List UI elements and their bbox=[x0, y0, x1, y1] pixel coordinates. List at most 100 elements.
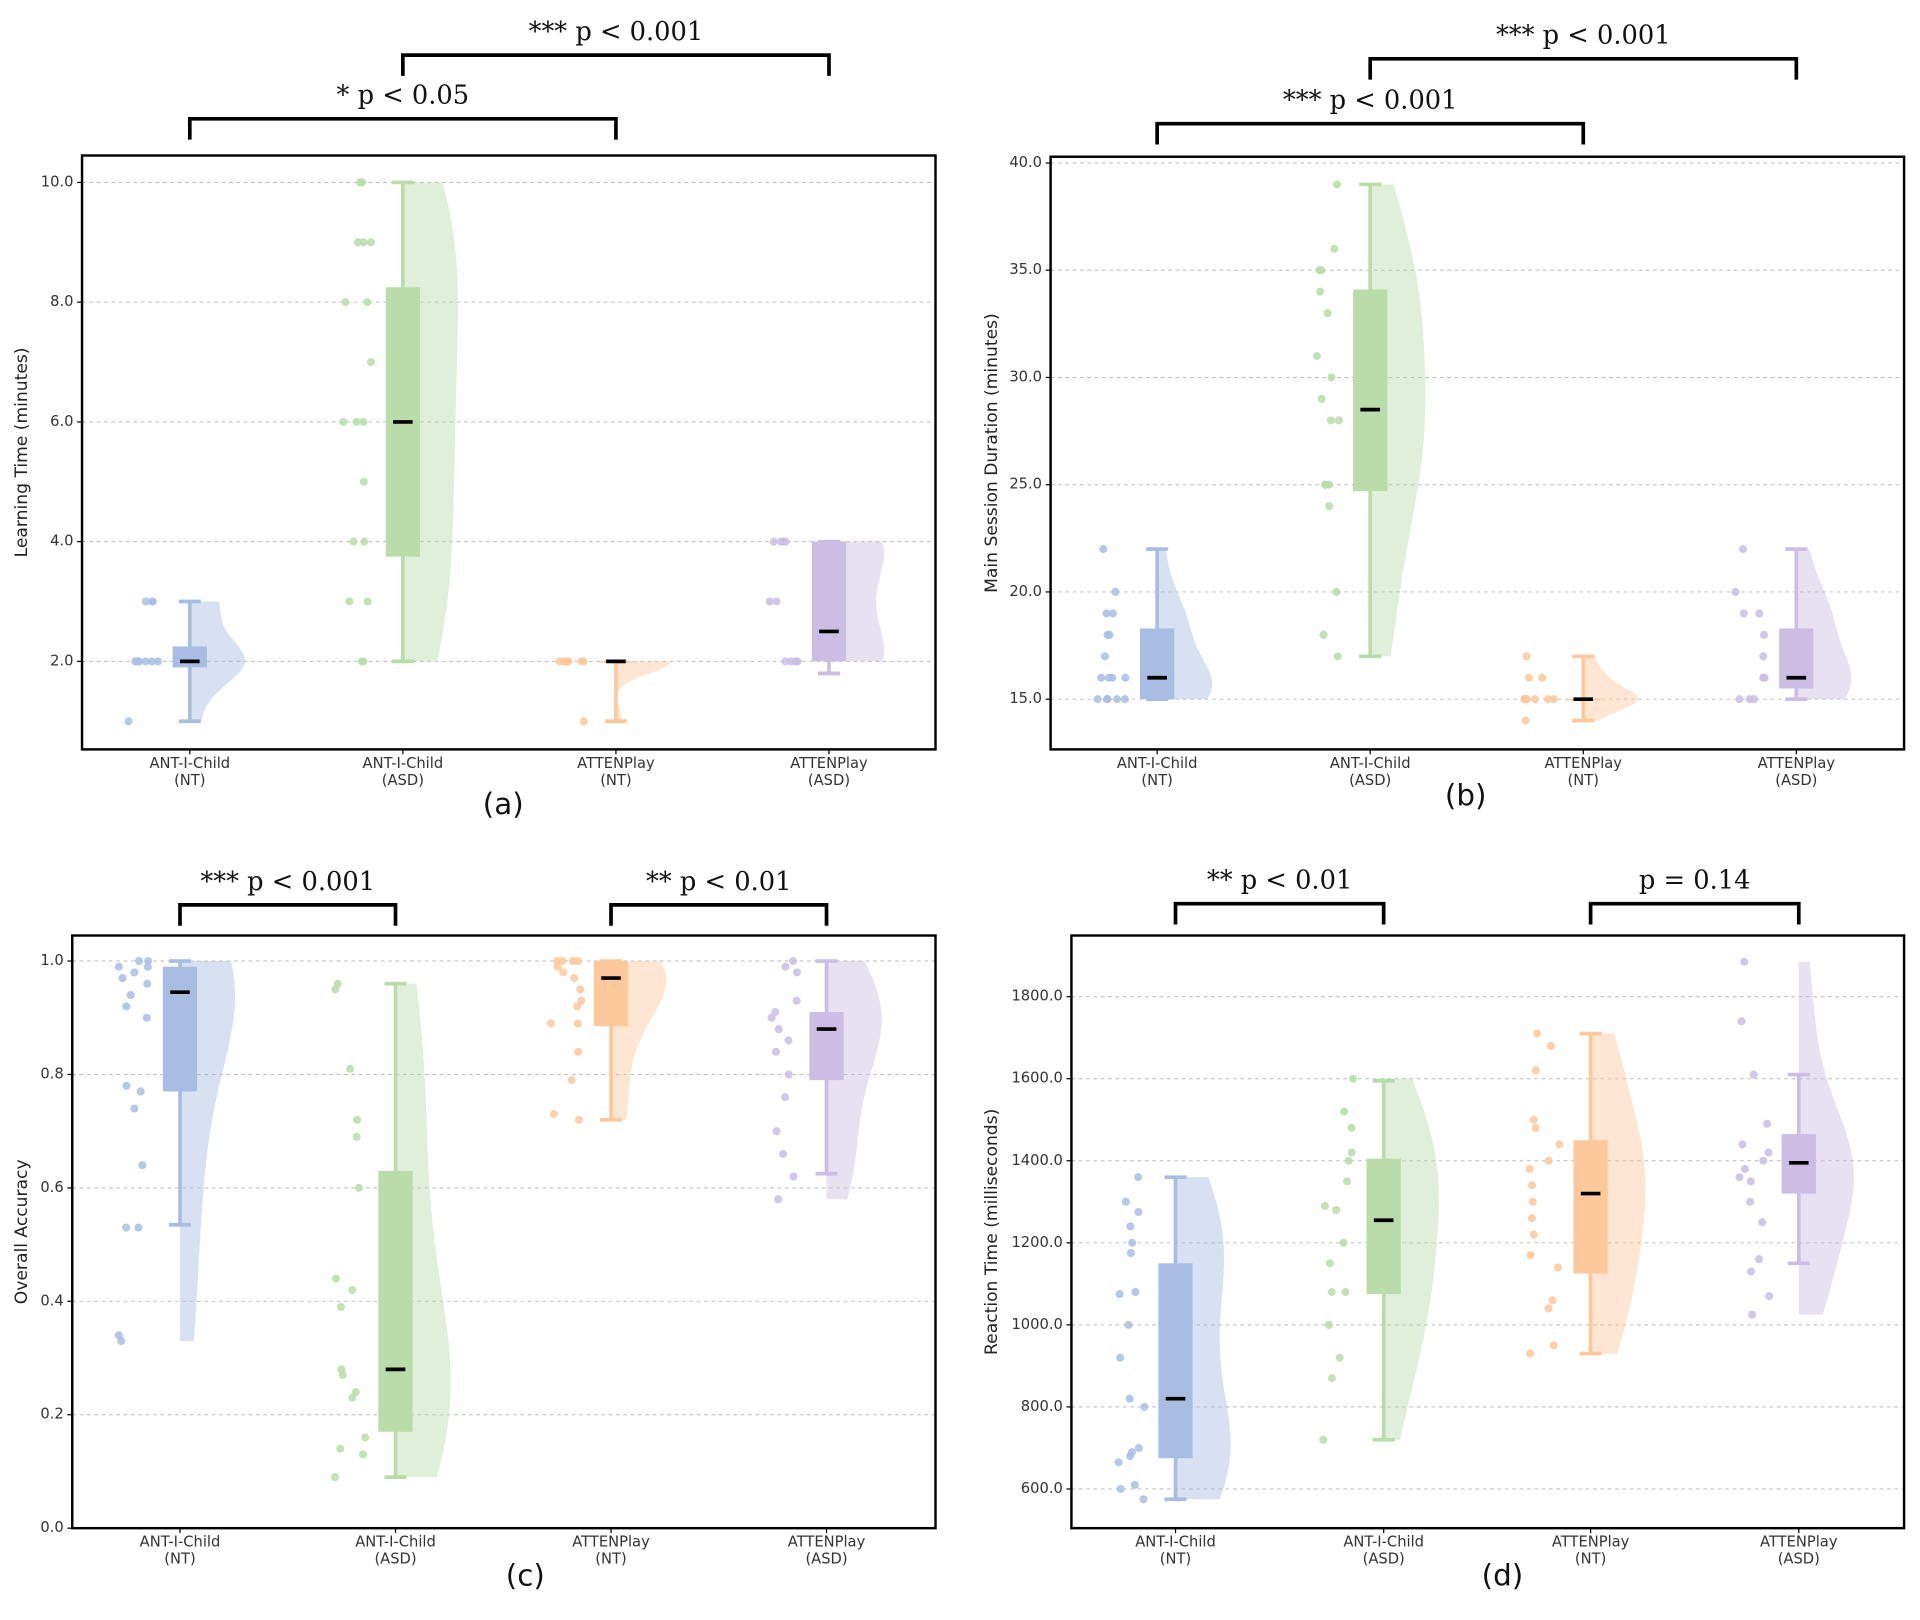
box bbox=[1573, 1140, 1608, 1274]
data-point bbox=[1324, 1320, 1333, 1329]
data-point bbox=[1327, 373, 1336, 382]
x-tick-label-line: ANT-I-Child bbox=[1117, 755, 1198, 772]
significance-label: * p < 0.05 bbox=[337, 81, 470, 111]
y-axis-label: Reaction Time (milliseconds) bbox=[982, 1109, 1002, 1355]
data-point bbox=[567, 1076, 576, 1085]
data-point bbox=[575, 1115, 584, 1124]
data-point bbox=[1531, 1066, 1540, 1075]
data-point bbox=[349, 537, 358, 546]
y-tick-label: 600.0 bbox=[1021, 1480, 1063, 1497]
data-point bbox=[118, 974, 127, 983]
data-point bbox=[351, 1388, 360, 1397]
data-point bbox=[336, 1302, 345, 1312]
data-point bbox=[359, 417, 368, 426]
data-point bbox=[579, 717, 588, 726]
data-point bbox=[126, 991, 135, 1000]
data-point bbox=[122, 1081, 131, 1090]
x-tick-label-line: (ASD) bbox=[1775, 772, 1817, 789]
data-point bbox=[1097, 673, 1106, 682]
plot-frame bbox=[1070, 934, 1906, 1530]
x-tick-label-line: (NT) bbox=[174, 772, 205, 789]
data-point bbox=[153, 657, 162, 666]
data-point bbox=[573, 1019, 582, 1028]
x-tick-label-line: (NT) bbox=[595, 1551, 626, 1568]
data-point bbox=[1116, 1484, 1125, 1494]
y-tick-label: 1400.0 bbox=[1011, 1152, 1062, 1169]
data-point bbox=[1553, 1263, 1563, 1272]
data-point bbox=[1520, 695, 1529, 704]
y-axis-label: Overall Accuracy bbox=[12, 1159, 32, 1304]
x-tick-label-line: (ASD) bbox=[1778, 1551, 1820, 1568]
data-point bbox=[1100, 652, 1109, 661]
data-point bbox=[1521, 716, 1530, 725]
data-point bbox=[1126, 1222, 1135, 1231]
box bbox=[378, 1170, 413, 1432]
data-point bbox=[1348, 1074, 1358, 1083]
data-point bbox=[1529, 1230, 1538, 1239]
x-tick-label: ATTENPlay (NT) bbox=[572, 1534, 650, 1568]
data-point bbox=[1343, 1177, 1352, 1186]
data-point bbox=[353, 238, 363, 247]
data-point bbox=[1316, 287, 1325, 296]
y-tick-label: 25.0 bbox=[1009, 476, 1042, 493]
data-point bbox=[1340, 1107, 1349, 1116]
data-point bbox=[1113, 695, 1122, 704]
significance-bracket bbox=[1368, 56, 1799, 80]
data-point bbox=[573, 956, 582, 966]
data-point bbox=[576, 985, 585, 994]
y-tick-label: 1800.0 bbox=[1011, 988, 1062, 1005]
y-tick-label: 1000.0 bbox=[1011, 1316, 1062, 1333]
box bbox=[811, 541, 847, 662]
y-tick-label: 40.0 bbox=[1009, 154, 1042, 171]
data-point bbox=[1102, 695, 1111, 704]
data-point bbox=[1134, 1207, 1143, 1217]
x-tick-label: ANT-I-Child (NT) bbox=[149, 755, 230, 789]
x-tick-label-line: ATTENPlay bbox=[1552, 1534, 1630, 1551]
significance-label: p = 0.14 bbox=[1639, 866, 1751, 896]
data-point bbox=[1347, 1123, 1356, 1132]
data-point bbox=[1128, 1238, 1137, 1247]
x-tick-label: ANT-I-Child (NT) bbox=[140, 1534, 221, 1568]
violin bbox=[1798, 961, 1854, 1315]
data-point bbox=[784, 1070, 793, 1079]
significance-label: ** p < 0.01 bbox=[1207, 866, 1352, 896]
data-point bbox=[1759, 673, 1768, 682]
data-point bbox=[1347, 1148, 1356, 1157]
data-point bbox=[1327, 1374, 1337, 1383]
box bbox=[172, 646, 207, 668]
box bbox=[1353, 289, 1388, 492]
data-point bbox=[352, 1115, 362, 1124]
significance-bracket bbox=[187, 116, 618, 140]
data-point bbox=[1746, 1267, 1756, 1276]
data-point bbox=[339, 417, 348, 426]
x-tick-label-line: (ASD) bbox=[1349, 772, 1391, 789]
data-point bbox=[1548, 1296, 1557, 1305]
x-tick-label-line: ANT-I-Child bbox=[140, 1534, 221, 1551]
data-point bbox=[1739, 609, 1748, 618]
data-point bbox=[141, 657, 150, 666]
data-point bbox=[136, 1087, 145, 1096]
data-point bbox=[1099, 545, 1108, 554]
data-point bbox=[792, 996, 801, 1005]
data-point bbox=[1321, 480, 1330, 489]
data-point bbox=[1740, 957, 1749, 966]
plot-frame bbox=[1049, 155, 1906, 751]
x-tick-label-line: ANT-I-Child bbox=[363, 755, 444, 772]
data-point bbox=[1131, 1288, 1140, 1297]
data-point bbox=[769, 537, 778, 546]
x-tick-label-line: ATTENPlay bbox=[790, 755, 868, 772]
data-point bbox=[142, 1013, 151, 1022]
data-point bbox=[1332, 587, 1341, 596]
data-point bbox=[1530, 695, 1540, 704]
data-point bbox=[1125, 1394, 1134, 1403]
data-point bbox=[573, 1002, 582, 1011]
data-point bbox=[352, 417, 361, 426]
data-point bbox=[148, 597, 157, 606]
x-tick-label: ATTENPlay (NT) bbox=[577, 755, 655, 789]
x-tick-label-line: ATTENPlay bbox=[1545, 755, 1623, 772]
data-point bbox=[1341, 1288, 1350, 1297]
data-point bbox=[114, 962, 123, 971]
y-tick-label: 0.6 bbox=[40, 1179, 63, 1196]
violin bbox=[189, 601, 245, 722]
